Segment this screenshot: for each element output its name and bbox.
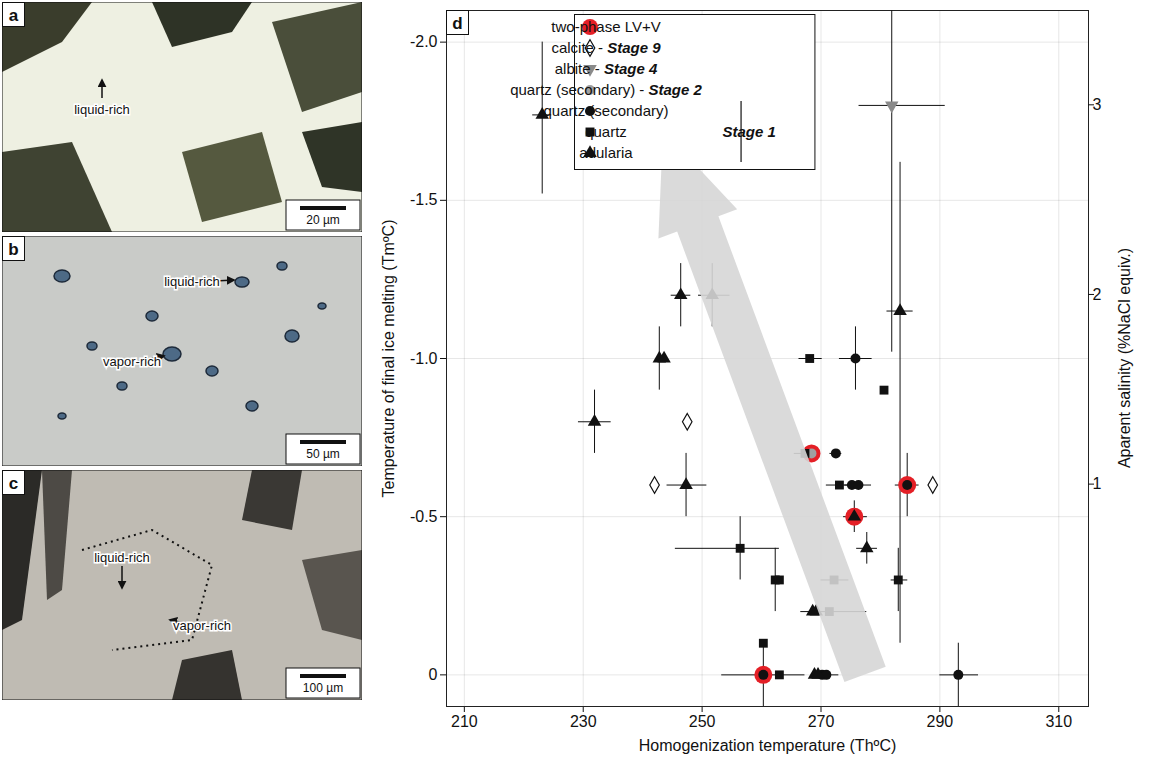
svg-text:a: a — [9, 6, 19, 25]
svg-text:-2.0: -2.0 — [410, 33, 438, 50]
svg-text:quartz (secondary) - Stage 2: quartz (secondary) - Stage 2 — [510, 81, 702, 98]
svg-text:adularia: adularia — [579, 144, 633, 161]
svg-text:liquid-rich: liquid-rich — [164, 274, 220, 289]
svg-text:vapor-rich: vapor-rich — [103, 354, 161, 369]
svg-text:-1.5: -1.5 — [410, 191, 438, 208]
svg-text:Homogenization temperature (Th: Homogenization temperature (ThºC) — [639, 737, 897, 754]
svg-text:-1.0: -1.0 — [410, 350, 438, 367]
svg-text:c: c — [9, 474, 18, 493]
svg-text:calcite - Stage 9: calcite - Stage 9 — [551, 39, 661, 56]
svg-text:Aparent salinity (%NaCl equiv.: Aparent salinity (%NaCl equiv.) — [1116, 248, 1133, 468]
svg-text:liquid-rich: liquid-rich — [74, 102, 130, 117]
svg-text:quartz: quartz — [585, 123, 627, 140]
svg-text:0: 0 — [429, 666, 438, 683]
svg-text:1: 1 — [1093, 475, 1102, 492]
svg-text:albite - Stage 4: albite - Stage 4 — [555, 60, 658, 77]
svg-text:3: 3 — [1093, 96, 1102, 113]
svg-text:210: 210 — [451, 713, 478, 730]
svg-text:Temperature of final ice melti: Temperature of final ice melting (TmºC) — [380, 220, 397, 498]
svg-text:vapor-rich: vapor-rich — [173, 618, 231, 633]
svg-text:b: b — [8, 240, 18, 259]
svg-text:270: 270 — [808, 713, 835, 730]
svg-text:two-phase LV+V: two-phase LV+V — [551, 18, 660, 35]
svg-text:100 µm: 100 µm — [303, 681, 343, 695]
svg-text:230: 230 — [570, 713, 597, 730]
svg-text:310: 310 — [1045, 713, 1072, 730]
svg-text:liquid-rich: liquid-rich — [94, 550, 150, 565]
svg-text:Stage 1: Stage 1 — [722, 123, 775, 140]
svg-text:50 µm: 50 µm — [306, 447, 340, 461]
svg-text:250: 250 — [689, 713, 716, 730]
svg-text:20 µm: 20 µm — [306, 213, 340, 227]
svg-text:-0.5: -0.5 — [410, 508, 438, 525]
svg-text:quartz (secondary): quartz (secondary) — [543, 102, 668, 119]
svg-text:2: 2 — [1093, 286, 1102, 303]
svg-text:290: 290 — [927, 713, 954, 730]
svg-text:d: d — [452, 14, 462, 33]
